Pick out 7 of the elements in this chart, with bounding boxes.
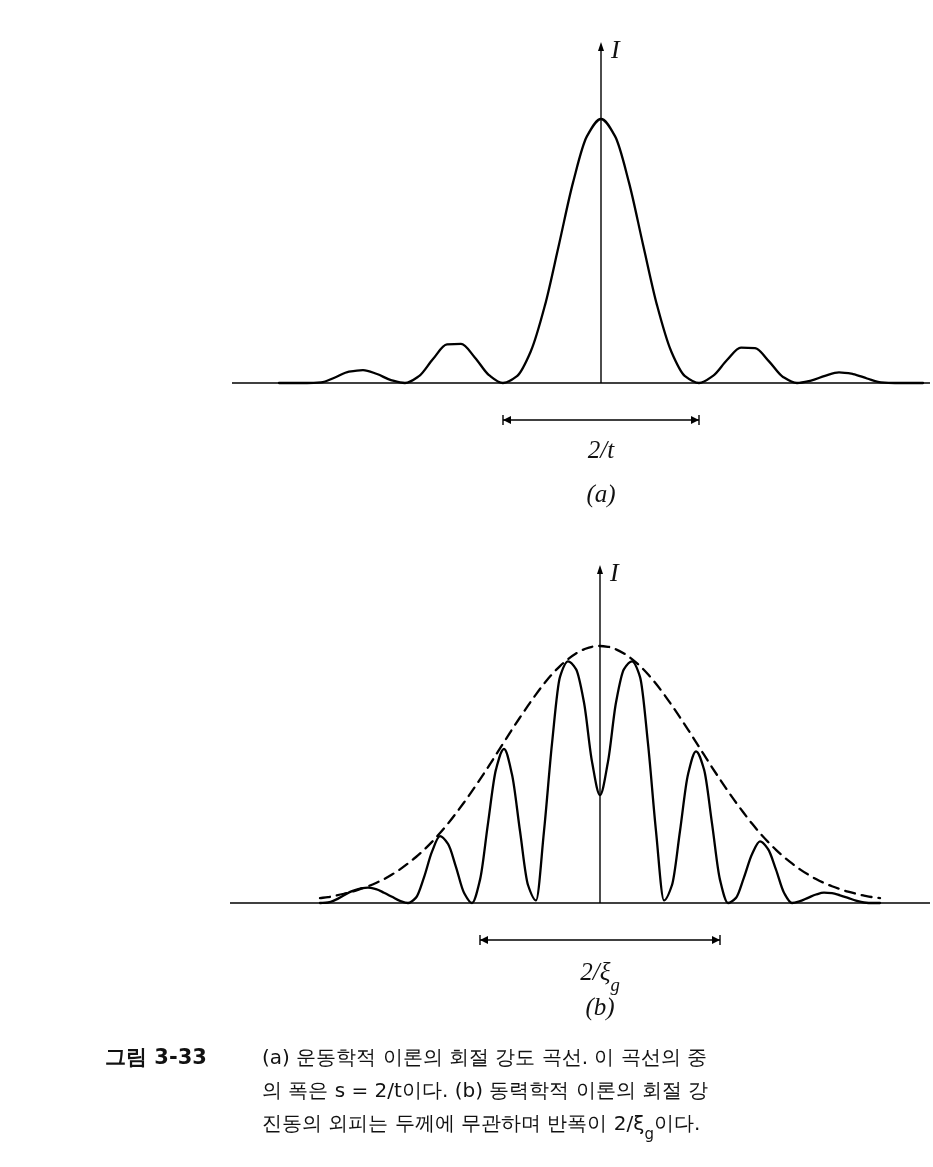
x-axis-title: (a) xyxy=(586,480,616,508)
y-axis-title: I xyxy=(610,35,621,64)
text: 2/t xyxy=(587,436,616,463)
text: 2/ξ$_{g}$ xyxy=(580,958,620,995)
caption: 그림 3-33 xyxy=(105,1045,207,1069)
y-axis-title: I xyxy=(609,558,620,587)
text: (a) 운동학적 이론의 회절 강도 곡선. 이 곡선의 중 의 폭은 s = 2/t이다. (b) 동력학적 이론의 회절 강 진동의 외피는 두께에 무관하며 반폭이 2/ξ$_{g}$이다. xyxy=(262,1045,709,1143)
